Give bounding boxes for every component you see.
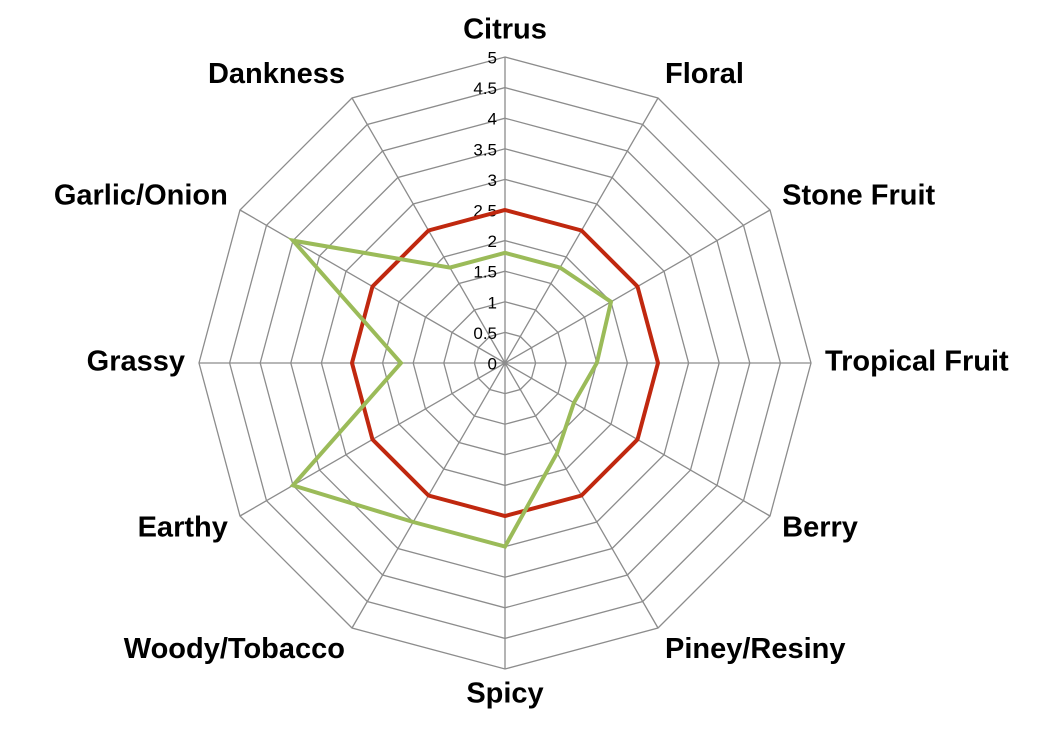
category-label: Woody/Tobacco	[124, 633, 345, 665]
category-label: Citrus	[463, 14, 547, 46]
y-tick-label: 4.5	[473, 79, 497, 98]
category-label: Garlic/Onion	[54, 180, 228, 212]
category-label: Earthy	[138, 512, 228, 544]
y-tick-label: 5	[488, 48, 497, 67]
y-tick-label: 3.5	[473, 140, 497, 159]
y-tick-label: 3	[488, 171, 497, 190]
y-tick-label: 0	[488, 354, 497, 373]
category-label: Berry	[782, 512, 858, 544]
category-label: Grassy	[87, 346, 185, 378]
category-label: Spicy	[466, 678, 543, 710]
category-label: Piney/Resiny	[665, 633, 846, 665]
category-label: Dankness	[208, 58, 345, 90]
y-tick-label: 0.5	[473, 324, 497, 343]
y-tick-label: 4	[488, 110, 497, 129]
category-label: Stone Fruit	[782, 180, 935, 212]
y-tick-label: 2	[488, 232, 497, 251]
y-tick-label: 1.5	[473, 263, 497, 282]
series-line	[287, 237, 614, 549]
y-tick-label: 1	[488, 293, 497, 312]
category-label: Floral	[665, 58, 744, 90]
category-label: Tropical Fruit	[825, 346, 1009, 378]
series-line	[349, 207, 661, 519]
